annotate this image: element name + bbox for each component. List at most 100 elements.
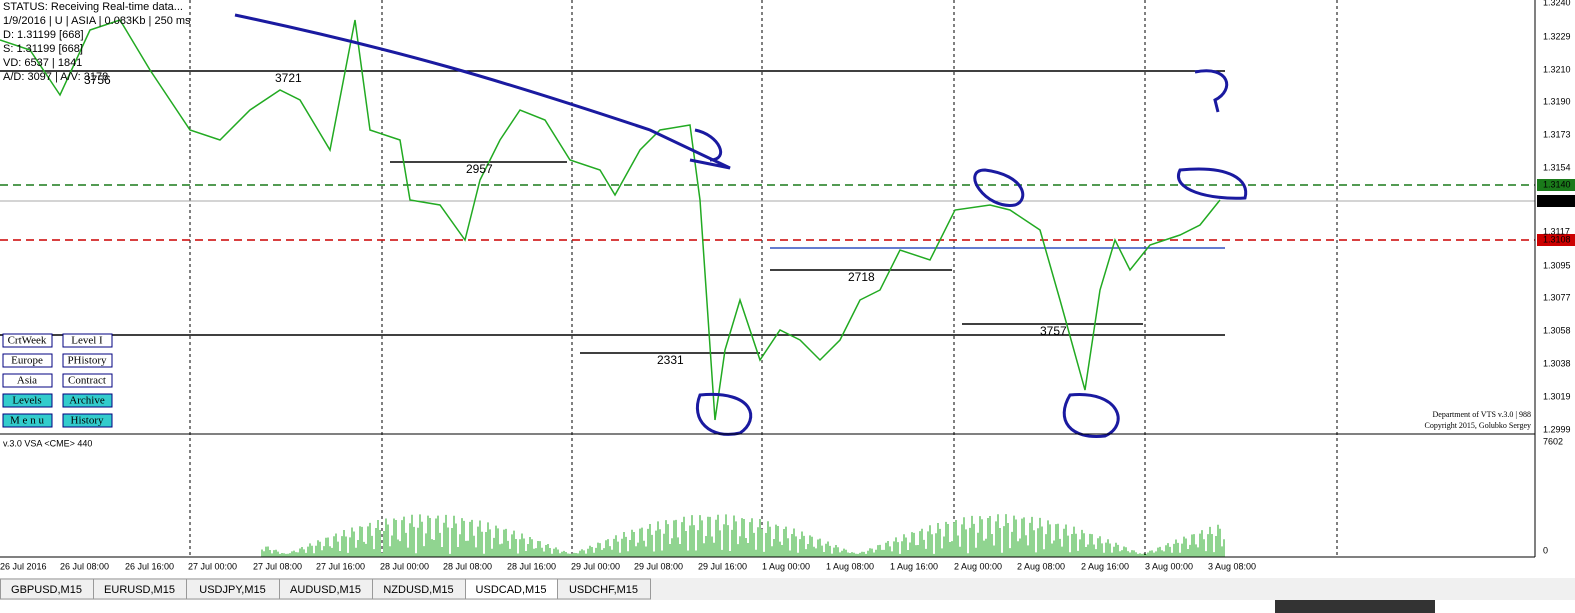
copyright: Copyright 2015, Golubko Sergey xyxy=(1424,421,1531,430)
button-box[interactable] xyxy=(2,373,53,388)
time-label: 2 Aug 16:00 xyxy=(1081,561,1129,571)
button[interactable]: PHistory xyxy=(62,353,113,368)
price-label: 1.3095 xyxy=(1543,260,1571,270)
indicator-max: 7602 xyxy=(1543,436,1563,446)
button-label[interactable]: M e n u xyxy=(10,415,44,427)
session-lines xyxy=(189,0,1338,557)
tab-label[interactable]: USDJPY,M15 xyxy=(199,584,265,596)
status-line: D: 1.31199 [668] xyxy=(3,29,84,41)
tab-label[interactable]: AUDUSD,M15 xyxy=(290,584,361,596)
button-label[interactable]: CrtWeek xyxy=(8,335,47,347)
button-label[interactable]: Archive xyxy=(69,395,105,407)
time-label: 3 Aug 00:00 xyxy=(1145,561,1193,571)
price-label: 1.3190 xyxy=(1543,96,1571,106)
tab[interactable]: EURUSD,M15 xyxy=(93,578,187,600)
time-label: 1 Aug 16:00 xyxy=(890,561,938,571)
button[interactable]: Levels xyxy=(2,393,53,408)
price-label: 1.3108 xyxy=(1543,234,1571,244)
tab-label[interactable]: GBPUSD,M15 xyxy=(11,584,82,596)
time-label: 3 Aug 08:00 xyxy=(1208,561,1256,571)
button-label[interactable]: PHistory xyxy=(67,355,107,367)
time-label: 28 Jul 00:00 xyxy=(380,561,429,571)
time-label: 29 Jul 00:00 xyxy=(571,561,620,571)
level-label: 2718 xyxy=(848,270,875,284)
button[interactable]: M e n u xyxy=(2,413,53,428)
time-label: 28 Jul 16:00 xyxy=(507,561,556,571)
button-box[interactable] xyxy=(62,413,113,428)
price-box xyxy=(1537,179,1575,191)
button-box[interactable] xyxy=(62,393,113,408)
price-box xyxy=(1537,195,1575,207)
time-label: 2 Aug 08:00 xyxy=(1017,561,1065,571)
price-label: 1.2999 xyxy=(1543,424,1571,434)
time-label: 26 Jul 08:00 xyxy=(60,561,109,571)
button[interactable]: Level I xyxy=(62,333,113,348)
tab[interactable]: AUDUSD,M15 xyxy=(279,578,373,600)
status-strip xyxy=(1275,600,1435,613)
button-box[interactable] xyxy=(2,393,53,408)
price-label: 1.3058 xyxy=(1543,325,1571,335)
button[interactable]: Europe xyxy=(2,353,53,368)
time-label: 27 Jul 00:00 xyxy=(188,561,237,571)
button-label[interactable]: Asia xyxy=(17,375,37,387)
button[interactable]: Asia xyxy=(2,373,53,388)
levels xyxy=(0,70,1535,354)
button-box[interactable] xyxy=(62,353,113,368)
button[interactable]: Contract xyxy=(62,373,113,388)
status-line: VD: 6537 | 1841 xyxy=(3,57,82,69)
level-label: 3721 xyxy=(275,71,302,85)
time-label: 27 Jul 08:00 xyxy=(253,561,302,571)
tab-label[interactable]: NZDUSD,M15 xyxy=(383,584,453,596)
level-label: 3757 xyxy=(1040,324,1067,338)
hand-drawings xyxy=(234,13,1248,438)
price-label: 1.3077 xyxy=(1543,292,1571,302)
button-box[interactable] xyxy=(2,353,53,368)
time-label: 1 Aug 00:00 xyxy=(762,561,810,571)
tab-label[interactable]: EURUSD,M15 xyxy=(104,584,175,596)
tab[interactable]: USDCAD,M15 xyxy=(465,578,558,600)
price-label: 1.3229 xyxy=(1543,31,1571,41)
tab-label[interactable]: USDCHF,M15 xyxy=(569,584,638,596)
tab[interactable]: GBPUSD,M15 xyxy=(0,578,94,600)
price-label: 1.3173 xyxy=(1543,129,1571,139)
price-box xyxy=(1537,234,1575,246)
price-label: 1.3117 xyxy=(1543,226,1570,236)
price-label: 1.3140 xyxy=(1543,179,1571,189)
time-label: 1 Aug 08:00 xyxy=(826,561,874,571)
button[interactable]: CrtWeek xyxy=(2,333,53,348)
tab[interactable]: USDJPY,M15 xyxy=(186,578,280,600)
tab[interactable]: NZDUSD,M15 xyxy=(372,578,466,600)
button-box[interactable] xyxy=(2,333,53,348)
labels: STATUS: Receiving Real-time data... 1/9/2… xyxy=(0,0,1571,600)
button[interactable]: History xyxy=(62,413,113,428)
button-label[interactable]: History xyxy=(71,415,105,427)
copyright: Department of VTS v.3.0 | 988 xyxy=(1433,410,1531,419)
status-line: S: 1.31199 [668] xyxy=(3,43,83,55)
button-label[interactable]: Level I xyxy=(71,335,103,347)
button-label[interactable]: Contract xyxy=(68,375,106,387)
time-label: 28 Jul 08:00 xyxy=(443,561,492,571)
tab-box[interactable] xyxy=(557,578,651,600)
status-line: 1/9/2016 | U | ASIA | 0.083Kb | 250 ms xyxy=(3,15,191,27)
button[interactable]: Archive xyxy=(62,393,113,408)
indicator-min: 0 xyxy=(1543,545,1548,555)
button-box[interactable] xyxy=(62,373,113,388)
price-label: 1.3038 xyxy=(1543,358,1571,368)
button-label[interactable]: Europe xyxy=(11,355,43,367)
level-label: 2331 xyxy=(657,353,684,367)
time-label: 29 Jul 08:00 xyxy=(634,561,683,571)
level-label: 3756 xyxy=(84,73,111,87)
tab-label[interactable]: USDCAD,M15 xyxy=(476,584,547,596)
button-box[interactable] xyxy=(62,333,113,348)
button-label[interactable]: Levels xyxy=(12,395,41,407)
price-label: 1.3133 xyxy=(1543,195,1571,205)
time-label: 26 Jul 2016 xyxy=(0,561,47,571)
status-line: STATUS: Receiving Real-time data... xyxy=(3,1,183,13)
button-box[interactable] xyxy=(2,413,53,428)
price-label: 1.3210 xyxy=(1543,64,1571,74)
level-label: 2957 xyxy=(466,162,493,176)
status-line: A/D: 3097 | A/V: 3178 xyxy=(3,71,108,83)
tab[interactable]: USDCHF,M15 xyxy=(557,578,651,600)
time-label: 29 Jul 16:00 xyxy=(698,561,747,571)
